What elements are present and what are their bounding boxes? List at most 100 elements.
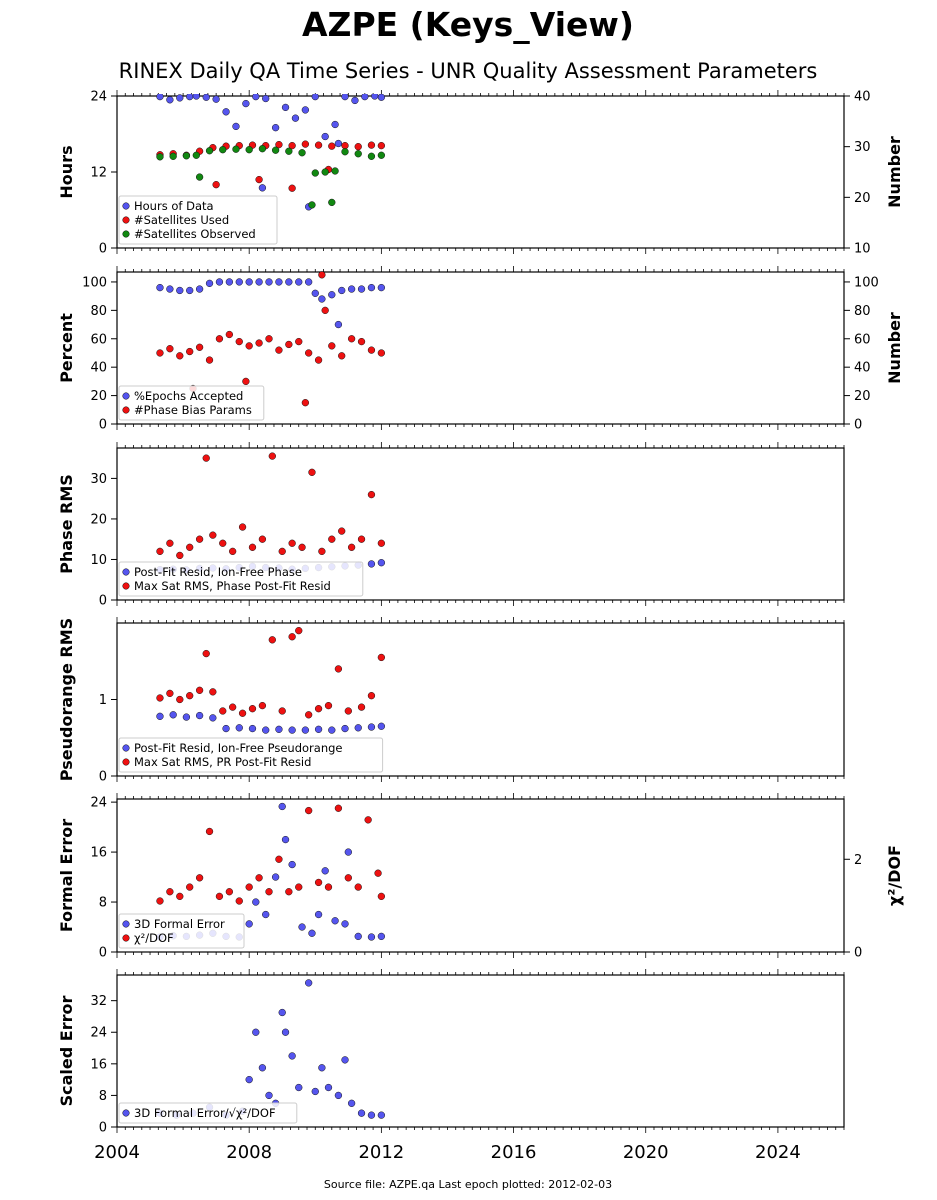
x-tick-label: 2020: [623, 1142, 669, 1163]
data-point-series-3: [321, 168, 329, 176]
data-point-series-2: [212, 181, 220, 189]
data-point-series-1: [258, 1064, 267, 1072]
y-axis-label: Formal Error: [57, 819, 76, 932]
data-point-series-1: [341, 94, 349, 101]
data-point-series-1: [367, 723, 376, 731]
data-point-series-1: [252, 898, 260, 906]
legend-label: 3D Formal Error/√χ²/DOF: [134, 1106, 276, 1120]
data-point-series-1: [334, 320, 343, 329]
data-point-series-1: [288, 726, 296, 734]
chart-panel-3: 0 10 20 30 Phase RMS Post-Fit Resid, Ion-Free…: [57, 442, 845, 609]
data-point-series-1: [212, 95, 220, 103]
data-point-series-3: [308, 201, 316, 209]
data-point-series-1: [314, 725, 323, 733]
y-tick-label: 10: [90, 553, 107, 568]
y-axis-label: Phase RMS: [57, 474, 76, 574]
data-point-series-3: [169, 152, 177, 160]
data-point-series-2: [245, 883, 253, 891]
y-tick-label: 0: [99, 242, 107, 257]
legend-label: #Phase Bias Params: [134, 403, 252, 417]
data-point-series-2: [186, 347, 194, 356]
data-point-series-1: [252, 1028, 260, 1036]
data-point-series-2: [328, 142, 336, 150]
data-point-series-1: [275, 725, 283, 733]
legend-marker: [122, 582, 130, 590]
data-point-series-2: [205, 827, 214, 836]
data-point-series-2: [248, 705, 257, 713]
data-point-series-2: [295, 883, 303, 891]
data-point-series-1: [288, 860, 296, 869]
data-point-series-1: [225, 278, 234, 286]
data-point-series-1: [295, 1083, 303, 1092]
data-point-series-1: [245, 1075, 253, 1084]
y-right-tick-label: 20: [854, 389, 871, 404]
legend-box: [118, 1102, 298, 1124]
y-right-tick-label: 2: [854, 853, 862, 868]
legend-box: [118, 913, 245, 949]
data-point-series-2: [156, 897, 164, 905]
data-point-series-1: [377, 932, 386, 941]
data-point-series-1: [377, 283, 386, 292]
y-right-tick-label: 30: [854, 140, 871, 155]
data-point-series-3: [367, 152, 376, 160]
data-point-series-1: [334, 139, 343, 148]
legend-marker: [122, 920, 130, 928]
y-tick-label: 80: [90, 304, 107, 319]
data-point-series-1: [308, 929, 316, 937]
data-point-series-2: [314, 878, 323, 887]
data-point-series-2: [367, 141, 376, 149]
data-point-series-1: [305, 979, 313, 987]
data-point-series-3: [328, 198, 336, 207]
y-right-tick-label: 10: [854, 242, 871, 257]
x-tick-label: 2008: [226, 1142, 272, 1163]
data-point-series-1: [347, 1099, 356, 1107]
data-point-series-1: [195, 711, 204, 720]
data-point-series-1: [324, 1083, 333, 1092]
y-tick-label: 0: [99, 946, 107, 961]
data-point-series-1: [202, 94, 210, 101]
data-point-series-2: [367, 490, 376, 499]
data-point-series-2: [301, 399, 310, 407]
data-point-series-2: [195, 686, 204, 694]
data-point-series-2: [288, 633, 296, 641]
data-point-series-1: [235, 724, 243, 732]
data-point-series-3: [219, 146, 227, 154]
legend-marker: [122, 744, 130, 752]
data-point-series-1: [166, 96, 174, 104]
data-point-series-2: [176, 352, 184, 360]
x-tick-label: 2004: [94, 1142, 140, 1163]
y-axis-label: Pseudorange RMS: [57, 618, 76, 781]
data-point-series-1: [222, 108, 230, 116]
data-point-series-1: [318, 1064, 326, 1072]
y-tick-label: 12: [90, 166, 107, 181]
legend-marker: [122, 392, 130, 400]
data-point-series-2: [344, 707, 352, 715]
data-point-series-1: [321, 867, 329, 875]
figure-title: AZPE (Keys_View): [302, 5, 634, 44]
data-point-series-2: [225, 888, 234, 896]
data-point-series-2: [215, 892, 224, 901]
data-point-series-1: [262, 726, 270, 734]
data-point-series-1: [377, 1111, 386, 1119]
data-point-series-2: [364, 816, 372, 824]
legend-label: Post-Fit Resid, Ion-Free Pseudorange: [134, 741, 342, 755]
data-point-series-2: [209, 688, 217, 696]
y-tick-label: 8: [99, 1089, 107, 1104]
data-point-series-2: [318, 271, 326, 279]
data-point-series-2: [195, 343, 204, 351]
data-points: [156, 94, 386, 211]
data-point-series-1: [278, 802, 286, 811]
data-point-series-3: [182, 152, 191, 160]
data-point-series-1: [321, 132, 329, 141]
data-point-series-2: [305, 711, 313, 719]
data-point-series-1: [285, 278, 293, 286]
y-right-tick-label: 20: [854, 191, 871, 206]
data-point-series-2: [156, 547, 164, 556]
data-point-series-1: [245, 278, 253, 286]
legend-label: Hours of Data: [134, 199, 214, 213]
data-point-series-2: [275, 346, 283, 354]
data-point-series-1: [248, 724, 257, 733]
data-point-series-3: [377, 151, 386, 159]
data-point-series-1: [331, 120, 339, 129]
y-tick-label: 16: [90, 1057, 107, 1072]
